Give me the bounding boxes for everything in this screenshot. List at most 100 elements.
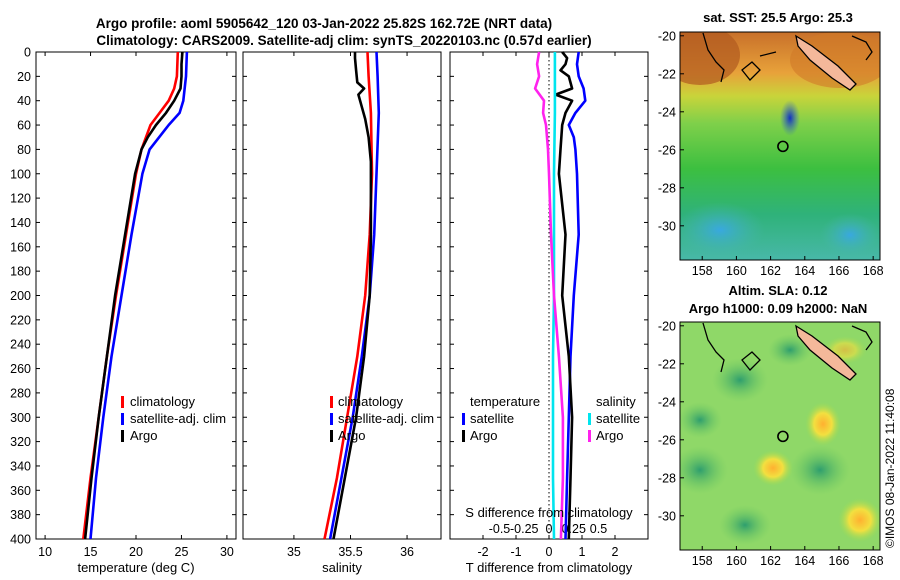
depth-tick-label: 80: [17, 143, 31, 157]
legend-satellite: satellite-adj. clim: [130, 411, 226, 426]
reef-contour: [741, 351, 761, 371]
map-lat-label: -24: [658, 395, 676, 409]
legend-argo: Argo: [130, 428, 157, 443]
x-tick-label: -1: [510, 545, 521, 559]
sla-map-frame: [679, 321, 881, 551]
x-tick-label: 35.5: [338, 545, 362, 559]
map-lat-label: -22: [658, 67, 676, 81]
sla-map-title-1: Altim. SLA: 0.12: [729, 283, 828, 298]
title-line-1: Argo profile: aoml 5905642_120 03-Jan-20…: [96, 16, 552, 31]
series-satellite-adj-clim: [89, 51, 189, 540]
sst-cool-patch: [680, 202, 765, 258]
legend-argo: Argo: [338, 428, 365, 443]
legend-t-satellite-swatch: [462, 413, 465, 425]
series-argo: [83, 51, 184, 540]
sla-high: [753, 450, 793, 486]
map-lat-label: -24: [658, 105, 676, 119]
sst-cold-eddy: [780, 100, 800, 136]
x-tick-label: 30: [220, 545, 234, 559]
map-lon-label: 158: [692, 554, 713, 568]
sla-low: [680, 402, 722, 438]
x-tick-label: 2: [612, 545, 619, 559]
x-tick-label: 0: [546, 545, 553, 559]
reef-contour: [702, 322, 725, 373]
legend-s-argo-swatch: [588, 430, 591, 442]
legend-s-satellite-swatch: [588, 413, 591, 425]
depth-tick-label: 20: [17, 70, 31, 84]
sst-warm-patch: [680, 32, 740, 85]
sla-low: [790, 445, 850, 495]
series-temperature-argo: [554, 51, 574, 540]
sla-map-axes: 158 160 162 164 166 168 -20 -22 -24 -26 -28 -30: [658, 319, 884, 568]
map-lon-label: 160: [726, 554, 747, 568]
new-caledonia-land: [795, 324, 857, 381]
depth-tick-label: 160: [10, 240, 31, 254]
map-lon-label: 162: [760, 264, 781, 278]
depth-tick-label: 380: [10, 508, 31, 522]
x-tick-label: 36: [400, 545, 414, 559]
reef-contour: [851, 325, 873, 351]
series-temperature-satellite: [564, 51, 587, 540]
temperature-xlabel: temperature (deg C): [77, 560, 194, 575]
title-line-2: Climatology: CARS2009. Satellite-adj cli…: [96, 33, 591, 48]
legend-argo-swatch: [121, 430, 124, 442]
sla-map: Altim. SLA: 0.12 Argo h1000: 0.09 h2000:…: [658, 283, 884, 568]
map-lon-label: 162: [760, 554, 781, 568]
difference-legend: temperature satellite Argo salinity sate…: [462, 394, 640, 443]
sla-high: [838, 498, 880, 542]
difference-panel: -2 -1 0 1 2 -0.5 -0.25 0 0.25 0.5: [477, 51, 619, 559]
depth-tick-label: 140: [10, 216, 31, 230]
reef-contour: [702, 32, 725, 83]
depth-tick-label: 400: [10, 533, 31, 547]
salinity-xlabel: salinity: [322, 560, 362, 575]
legend-t-satellite: satellite: [470, 411, 514, 426]
series-climatology: [323, 51, 374, 540]
legend-t-argo: Argo: [470, 428, 497, 443]
depth-tick-label: 260: [10, 362, 31, 376]
legend-salinity-title: salinity: [596, 394, 636, 409]
depth-tick-label: 120: [10, 192, 31, 206]
legend-temperature-title: temperature: [470, 394, 540, 409]
map-lon-label: 168: [863, 264, 884, 278]
map-lon-label: 166: [829, 264, 850, 278]
depth-tick-label: 220: [10, 313, 31, 327]
map-lat-label: -30: [658, 219, 676, 233]
x-tick-label: 20: [129, 545, 143, 559]
map-lon-label: 160: [726, 264, 747, 278]
depth-axis: 0 20 40 60 80 100 120 140 160 180 200 220 240 260 280 3…: [10, 46, 648, 547]
x-tick-label: 15: [84, 545, 98, 559]
salinity-legend: climatology satellite-adj. clim Argo: [330, 394, 434, 443]
depth-tick-label: 200: [10, 289, 31, 303]
legend-satellite-swatch: [121, 413, 124, 425]
legend-argo-swatch: [330, 430, 333, 442]
s-tick-label: 0.5: [590, 522, 607, 536]
map-lat-label: -28: [658, 471, 676, 485]
depth-tick-label: 180: [10, 265, 31, 279]
imos-watermark: ©IMOS 08-Jan-2022 11:40:08: [883, 388, 897, 548]
s-difference-label: S difference from climatology: [465, 505, 633, 520]
map-lat-label: -26: [658, 433, 676, 447]
legend-s-satellite: satellite: [596, 411, 640, 426]
legend-climatology: climatology: [338, 394, 404, 409]
depth-tick-label: 40: [17, 94, 31, 108]
map-lat-label: -30: [658, 509, 676, 523]
depth-tick-label: 100: [10, 167, 31, 181]
reef-contour: [759, 51, 777, 57]
x-tick-label: 25: [175, 545, 189, 559]
reef-contour: [851, 35, 873, 61]
sla-low: [719, 505, 771, 545]
depth-tick-label: 0: [24, 46, 31, 60]
x-tick-label: 10: [38, 545, 52, 559]
legend-climatology-swatch: [121, 396, 124, 408]
map-lat-label: -26: [658, 143, 676, 157]
argo-position-marker: [777, 430, 789, 443]
legend-climatology-swatch: [330, 396, 333, 408]
map-lat-label: -20: [658, 29, 676, 43]
depth-tick-label: 360: [10, 484, 31, 498]
s-tick-label: -0.5: [489, 522, 511, 536]
temperature-panel: 10 15 20 25 30: [38, 51, 234, 559]
map-lat-label: -20: [658, 319, 676, 333]
depth-tick-label: 280: [10, 386, 31, 400]
sst-map-frame: [679, 31, 881, 261]
